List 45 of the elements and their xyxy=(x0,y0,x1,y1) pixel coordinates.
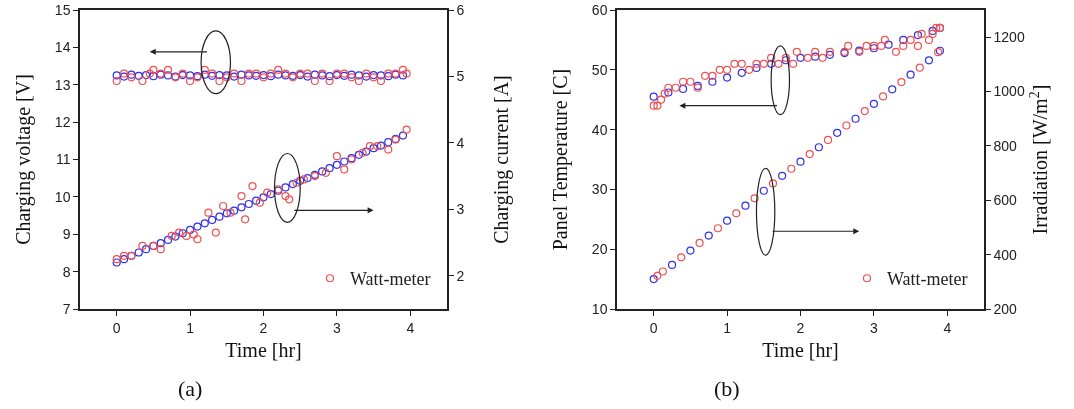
y2-tick-label: 1000 xyxy=(993,83,1025,100)
y-tick-label: 50 xyxy=(591,61,608,78)
x-tick-label: 3 xyxy=(870,319,878,336)
legend-label: Watt-meter xyxy=(349,269,431,290)
y2-tick-label: 4 xyxy=(456,134,465,151)
y-tick-label: 14 xyxy=(54,39,71,56)
text: (a) xyxy=(178,376,203,401)
y-tick-label: 15 xyxy=(54,1,71,18)
text: (b) xyxy=(714,376,740,401)
y2-tick-label: 200 xyxy=(993,300,1018,317)
x-tick-label: 0 xyxy=(649,319,658,336)
x-tick-label: 1 xyxy=(186,319,195,336)
legend-label: Watt-meter xyxy=(886,269,968,290)
y2-tick-label: 1200 xyxy=(993,29,1025,46)
y2-tick-label: 400 xyxy=(993,246,1018,263)
y2-axis-title: Charging current [A] xyxy=(489,75,513,244)
x-tick-label: 1 xyxy=(723,319,732,336)
x-tick-label: 4 xyxy=(943,319,952,336)
x-tick-label: 2 xyxy=(259,319,268,336)
y-tick-label: 12 xyxy=(54,114,71,131)
y-tick-label: 13 xyxy=(54,76,71,93)
x-tick-label: 0 xyxy=(112,319,121,336)
y2-tick-label: 5 xyxy=(456,68,465,85)
x-tick-label: 4 xyxy=(406,319,415,336)
y-tick-label: 60 xyxy=(591,1,608,18)
y-tick-label: 7 xyxy=(62,300,71,317)
y-axis-title: Charging voltage [V] xyxy=(11,74,35,245)
y2-tick-label: 6 xyxy=(456,1,465,18)
y2-tick-label: 2 xyxy=(456,267,465,284)
y-tick-label: 11 xyxy=(55,151,71,168)
y-tick-label: 10 xyxy=(54,188,71,205)
y2-tick-label: 3 xyxy=(456,201,465,218)
x-axis-title: Time [hr] xyxy=(225,338,302,361)
x-axis-title: Time [hr] xyxy=(762,338,839,361)
y-tick-label: 10 xyxy=(591,300,608,317)
y-tick-label: 8 xyxy=(62,263,71,280)
y2-tick-label: 800 xyxy=(993,137,1018,154)
y-tick-label: 9 xyxy=(62,226,71,243)
x-tick-label: 3 xyxy=(333,319,341,336)
x-tick-label: 2 xyxy=(796,319,805,336)
y-tick-label: 20 xyxy=(591,241,608,258)
y-tick-label: 40 xyxy=(591,121,608,138)
y-axis-title: Panel Temperature [C] xyxy=(548,68,572,251)
y2-tick-label: 600 xyxy=(993,192,1018,209)
y-tick-label: 30 xyxy=(591,181,608,198)
